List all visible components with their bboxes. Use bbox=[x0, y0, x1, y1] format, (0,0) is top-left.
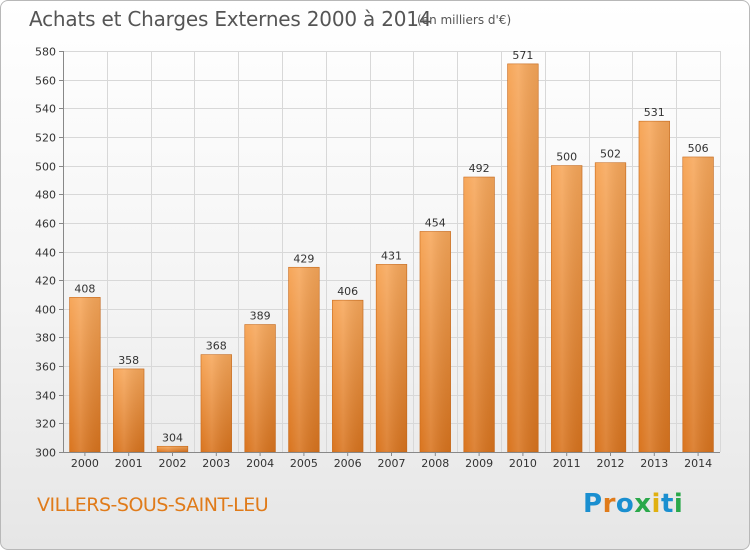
y-tick-label: 320 bbox=[35, 418, 56, 431]
bar-2007[interactable] bbox=[375, 264, 408, 453]
proxiti-logo[interactable]: Proxiti bbox=[583, 489, 683, 519]
logo-letter: P bbox=[583, 489, 603, 519]
y-tick-label: 580 bbox=[35, 46, 56, 59]
bar-value-label: 389 bbox=[250, 310, 271, 323]
x-tick-label: 2004 bbox=[246, 457, 274, 470]
x-tick-label: 2006 bbox=[334, 457, 362, 470]
x-tick-label: 2002 bbox=[159, 457, 187, 470]
bar-value-label: 358 bbox=[118, 354, 139, 367]
logo-letter: i bbox=[651, 489, 661, 519]
bar-2013[interactable] bbox=[638, 120, 670, 453]
x-tick-label: 2011 bbox=[553, 457, 581, 470]
bar-2011[interactable] bbox=[551, 165, 583, 453]
x-tick-label: 2000 bbox=[71, 457, 99, 470]
bar-2002[interactable] bbox=[156, 445, 189, 453]
y-tick-label: 300 bbox=[35, 447, 56, 460]
y-tick-label: 460 bbox=[35, 218, 56, 231]
y-tick-label: 400 bbox=[35, 304, 56, 317]
axis-layer: 300 320 340 360 380 400 420 440 460 480 500 520 540 5… bbox=[35, 46, 720, 470]
bar-value-label: 431 bbox=[381, 249, 402, 262]
bar-2012[interactable] bbox=[594, 162, 627, 453]
y-tick-label: 560 bbox=[35, 75, 56, 88]
bar-2001[interactable] bbox=[113, 368, 145, 453]
y-tick-label: 520 bbox=[35, 132, 56, 145]
y-tick-label: 500 bbox=[35, 161, 56, 174]
bar-2006[interactable] bbox=[332, 299, 364, 453]
x-tick-label: 2001 bbox=[115, 457, 143, 470]
y-tick-label: 360 bbox=[35, 361, 56, 374]
x-tick-label: 2003 bbox=[202, 457, 230, 470]
y-tick-label: 440 bbox=[35, 247, 56, 260]
bar-2014[interactable] bbox=[682, 156, 714, 453]
bar-value-label: 506 bbox=[688, 142, 709, 155]
x-tick-label: 2005 bbox=[290, 457, 318, 470]
logo-letter: r bbox=[602, 489, 616, 519]
logo-letter: i bbox=[673, 489, 684, 519]
x-tick-label: 2012 bbox=[597, 457, 625, 470]
bar-2000[interactable] bbox=[69, 297, 101, 453]
chart-subtitle: (en milliers d'€) bbox=[417, 13, 512, 27]
logo-letter: x bbox=[634, 489, 652, 519]
x-tick-label: 2014 bbox=[684, 457, 712, 470]
chart-title: Achats et Charges Externes 2000 à 2014 bbox=[29, 7, 432, 31]
bar-value-label: 502 bbox=[600, 148, 621, 161]
logo-letter: t bbox=[660, 489, 674, 519]
y-tick-label: 540 bbox=[35, 103, 56, 116]
bar-value-label: 408 bbox=[74, 282, 95, 295]
y-tick-label: 420 bbox=[35, 275, 56, 288]
city-name: VILLERS-SOUS-SAINT-LEU bbox=[37, 494, 269, 516]
bar-value-label: 492 bbox=[469, 162, 490, 175]
bar-layer: 408 358 304 368 389 429 406 431 454 492 571 500 502 5… bbox=[69, 49, 714, 453]
x-tick-label: 2008 bbox=[421, 457, 449, 470]
x-tick-label: 2009 bbox=[465, 457, 493, 470]
bar-value-label: 406 bbox=[337, 285, 358, 298]
bar-value-label: 454 bbox=[425, 216, 446, 229]
bar-value-label: 531 bbox=[644, 106, 665, 119]
bar-value-label: 304 bbox=[162, 431, 183, 444]
y-tick-label: 380 bbox=[35, 332, 56, 345]
bar-value-label: 429 bbox=[293, 252, 314, 265]
y-tick-label: 340 bbox=[35, 390, 56, 403]
y-tick-label: 480 bbox=[35, 189, 56, 202]
x-tick-label: 2013 bbox=[640, 457, 668, 470]
bar-value-label: 368 bbox=[206, 340, 227, 353]
bar-2009[interactable] bbox=[463, 176, 495, 453]
x-tick-label: 2007 bbox=[378, 457, 406, 470]
bar-2004[interactable] bbox=[244, 324, 276, 453]
bar-2010[interactable] bbox=[507, 63, 539, 453]
x-tick-label: 2010 bbox=[509, 457, 537, 470]
bar-2005[interactable] bbox=[288, 266, 320, 453]
bar-value-label: 571 bbox=[512, 49, 533, 62]
bar-2008[interactable] bbox=[419, 231, 451, 453]
logo-letter: o bbox=[615, 489, 635, 519]
bar-2003[interactable] bbox=[200, 354, 232, 453]
bar-value-label: 500 bbox=[556, 151, 577, 164]
